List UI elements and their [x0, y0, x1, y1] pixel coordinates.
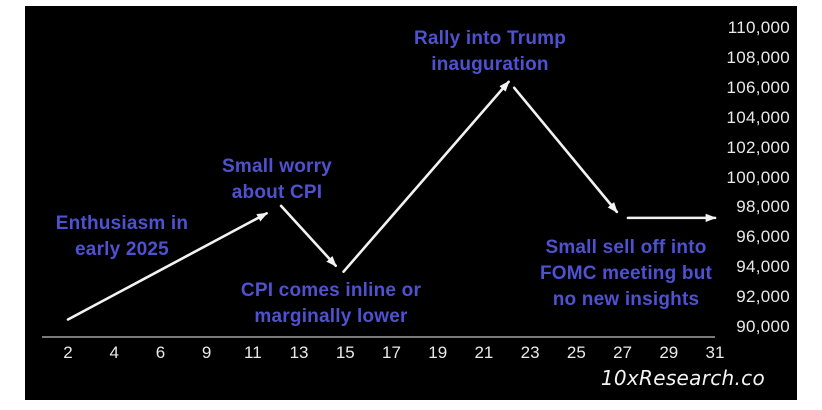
x-axis-tick-label: 6 [155, 343, 166, 362]
y-axis-tick-label: 110,000 [727, 18, 790, 37]
x-axis-tick-label: 29 [659, 343, 679, 362]
x-axis-tick-label: 13 [289, 343, 309, 362]
price-line-segment [512, 86, 619, 214]
chart-area: 110,000 108,000 106,000 104,000 102,000 100,0… [25, 6, 797, 400]
y-axis-tick-label: 96,000 [736, 227, 790, 247]
attribution-text: 10xResearch.co [600, 366, 765, 390]
x-axis-tick-label: 25 [566, 343, 586, 362]
y-axis-tick-label: 108,000 [726, 47, 790, 67]
y-axis-tick-label: 104,000 [726, 107, 790, 127]
y-axis-tick-label: 92,000 [736, 287, 790, 307]
x-axis-tick-label: 17 [382, 343, 401, 362]
x-axis-tick-label: 11 [244, 343, 262, 362]
annotation-rally-inauguration: Rally into Trump inauguration [413, 28, 567, 75]
annotation-cpi-inline: CPI comes inline or marginally lower [240, 280, 422, 327]
y-axis-tick-label: 94,000 [736, 257, 790, 277]
y-axis-tick-label: 102,000 [726, 137, 790, 157]
price-line-segment [66, 212, 268, 321]
y-axis-tick-label: 98,000 [736, 197, 790, 217]
price-line-segment [342, 80, 510, 273]
x-axis-tick-label: 4 [109, 343, 119, 362]
plot-svg [42, 80, 717, 338]
x-axis-tick-label: 21 [474, 343, 494, 362]
x-axis-tick-label: 2 [63, 343, 73, 362]
y-axis-tick-label: 106,000 [726, 77, 790, 97]
price-line-segment [279, 204, 338, 268]
x-axis-tick-label: 27 [613, 343, 633, 362]
annotation-fomc-selloff: Small sell off into FOMC meeting but no ne… [539, 237, 713, 310]
annotation-small-worry-cpi: Small worry about CPI [222, 156, 332, 203]
x-axis-tick-label: 15 [335, 343, 355, 362]
y-axis-tick-label: 90,000 [736, 317, 790, 336]
annotation-enthusiasm: Enthusiasm in early 2025 [55, 213, 189, 260]
x-axis-tick-label: 31 [705, 343, 725, 362]
price-line-segments [66, 80, 717, 321]
x-axis-tick-label: 23 [520, 343, 540, 362]
x-axis-tick-label: 9 [201, 343, 212, 362]
x-axis-tick-label: 19 [428, 343, 448, 362]
y-axis-tick-label: 100,000 [726, 167, 790, 187]
